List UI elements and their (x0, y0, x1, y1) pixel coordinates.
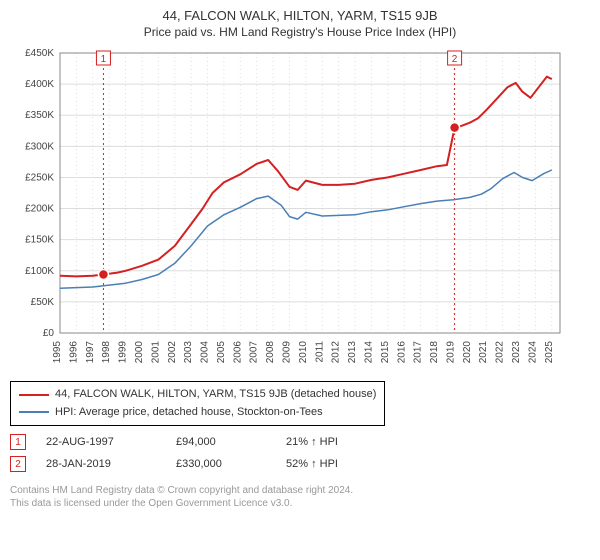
svg-text:2: 2 (452, 54, 458, 65)
svg-text:2010: 2010 (298, 341, 309, 364)
svg-text:2012: 2012 (331, 341, 342, 364)
svg-text:£0: £0 (43, 328, 55, 339)
svg-text:2013: 2013 (347, 341, 358, 364)
svg-text:2009: 2009 (282, 341, 293, 364)
legend-row: 44, FALCON WALK, HILTON, YARM, TS15 9JB … (19, 386, 376, 404)
legend-label: 44, FALCON WALK, HILTON, YARM, TS15 9JB … (55, 386, 376, 404)
svg-text:2008: 2008 (265, 341, 276, 364)
page-title: 44, FALCON WALK, HILTON, YARM, TS15 9JB (10, 8, 590, 23)
svg-text:2020: 2020 (462, 341, 473, 364)
footer-line: This data is licensed under the Open Gov… (10, 497, 590, 510)
transaction-date: 22-AUG-1997 (46, 436, 156, 448)
svg-text:2015: 2015 (380, 341, 391, 364)
legend-line-icon (19, 394, 49, 396)
svg-text:£400K: £400K (25, 79, 54, 90)
svg-text:2024: 2024 (527, 341, 538, 364)
svg-text:2000: 2000 (134, 341, 145, 364)
svg-text:£450K: £450K (25, 48, 54, 59)
svg-text:£250K: £250K (25, 172, 54, 183)
svg-text:1999: 1999 (118, 341, 129, 364)
svg-text:1996: 1996 (68, 341, 79, 364)
svg-text:2006: 2006 (232, 341, 243, 364)
transaction-date: 28-JAN-2019 (46, 458, 156, 470)
transaction-delta: 52% ↑ HPI (286, 458, 338, 470)
transaction-delta: 21% ↑ HPI (286, 436, 338, 448)
svg-text:£150K: £150K (25, 235, 54, 246)
svg-text:2016: 2016 (396, 341, 407, 364)
svg-text:1997: 1997 (85, 341, 96, 364)
svg-text:£350K: £350K (25, 110, 54, 121)
svg-text:2011: 2011 (314, 341, 325, 363)
svg-text:£300K: £300K (25, 141, 54, 152)
legend-label: HPI: Average price, detached house, Stoc… (55, 404, 323, 422)
svg-text:2021: 2021 (478, 341, 489, 364)
svg-text:2004: 2004 (200, 341, 211, 364)
transaction-row: 1 22-AUG-1997 £94,000 21% ↑ HPI (10, 434, 590, 450)
svg-text:2005: 2005 (216, 341, 227, 364)
page-subtitle: Price paid vs. HM Land Registry's House … (10, 25, 590, 39)
legend-line-icon (19, 411, 49, 413)
transactions-table: 1 22-AUG-1997 £94,000 21% ↑ HPI 2 28-JAN-2019… (10, 434, 590, 478)
svg-text:2019: 2019 (445, 341, 456, 364)
footer: Contains HM Land Registry data © Crown c… (10, 484, 590, 510)
svg-text:2014: 2014 (363, 341, 374, 364)
svg-text:2018: 2018 (429, 341, 440, 364)
svg-text:1998: 1998 (101, 341, 112, 364)
legend: 44, FALCON WALK, HILTON, YARM, TS15 9JB … (10, 381, 385, 426)
transaction-marker-icon: 1 (10, 434, 26, 450)
svg-text:2002: 2002 (167, 341, 178, 364)
svg-text:2023: 2023 (511, 341, 522, 364)
svg-text:2022: 2022 (495, 341, 506, 364)
svg-text:£100K: £100K (25, 266, 54, 277)
chart-svg: £0 £50K £100K £150K £200K £250K £300K £350K £400… (10, 43, 570, 373)
svg-text:2025: 2025 (544, 341, 555, 364)
svg-text:2007: 2007 (249, 341, 260, 364)
svg-text:1995: 1995 (52, 341, 63, 364)
svg-text:£200K: £200K (25, 204, 54, 215)
transaction-row: 2 28-JAN-2019 £330,000 52% ↑ HPI (10, 456, 590, 472)
svg-text:1: 1 (101, 54, 107, 65)
svg-text:£50K: £50K (31, 297, 55, 308)
price-chart: £0 £50K £100K £150K £200K £250K £300K £350K £400… (10, 43, 590, 373)
transaction-price: £330,000 (176, 458, 266, 470)
svg-text:2003: 2003 (183, 341, 194, 364)
legend-row: HPI: Average price, detached house, Stoc… (19, 404, 376, 422)
footer-line: Contains HM Land Registry data © Crown c… (10, 484, 590, 497)
svg-text:2017: 2017 (413, 341, 424, 364)
transaction-price: £94,000 (176, 436, 266, 448)
svg-text:2001: 2001 (150, 341, 161, 364)
transaction-marker-icon: 2 (10, 456, 26, 472)
